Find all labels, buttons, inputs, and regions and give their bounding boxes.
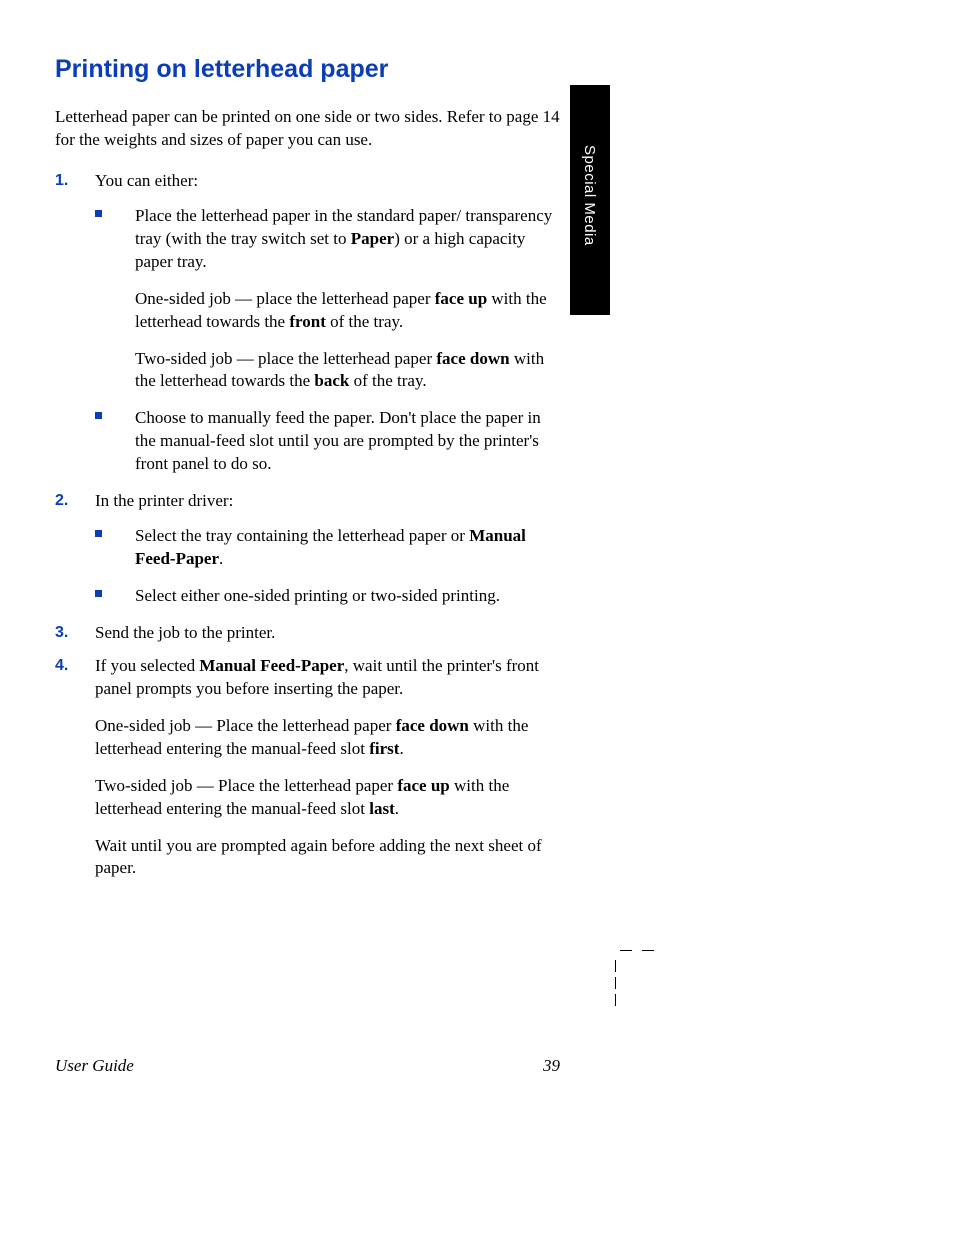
bold-text: first [369,739,399,758]
step-2-b1-text: Select the tray containing the letterhea… [135,526,526,568]
text: One-sided job — Place the letterhead pap… [95,716,396,735]
bold-text: face down [436,349,509,368]
step-2-bullet-1: Select the tray containing the letterhea… [95,525,565,571]
crop-marks-icon [615,950,675,1010]
step-1-b2-text: Choose to manually feed the paper. Don't… [135,408,541,473]
square-bullet-icon [95,412,102,419]
step-4-para2: One-sided job — Place the letterhead pap… [95,715,565,761]
square-bullet-icon [95,210,102,217]
square-bullet-icon [95,590,102,597]
step-1-bullets: Place the letterhead paper in the standa… [95,205,565,476]
text: of the tray. [349,371,426,390]
step-4: 4. If you selected Manual Feed-Paper, wa… [55,655,565,881]
intro-paragraph: Letterhead paper can be printed on one s… [55,106,565,152]
footer-right: 39 [543,1055,560,1078]
step-4-para4: Wait until you are prompted again before… [95,835,565,881]
step-1-b1-para3: Two-sided job — place the letterhead pap… [135,348,565,394]
text: of the tray. [326,312,403,331]
step-4-text: If you selected Manual Feed-Paper, wait … [95,655,565,701]
text: . [395,799,399,818]
step-1-b1-para2: One-sided job — place the letterhead pap… [135,288,565,334]
bold-text: face up [397,776,449,795]
footer-left: User Guide [55,1055,134,1078]
steps-list: 1. You can either: Place the letterhead … [55,170,565,881]
step-2: 2. In the printer driver: Select the tra… [55,490,565,608]
text: Two-sided job — Place the letterhead pap… [95,776,397,795]
text: One-sided job — place the letterhead pap… [135,289,435,308]
bold-text: face up [435,289,487,308]
bold-text: back [314,371,349,390]
step-1-bullet-2: Choose to manually feed the paper. Don't… [95,407,565,476]
step-3: 3. Send the job to the printer. [55,622,565,645]
step-2-number: 2. [55,490,68,512]
bold-text: Paper [351,229,394,248]
step-3-number: 3. [55,622,68,644]
side-tab-label: Special Media [570,85,598,246]
bold-text: front [289,312,326,331]
bold-text: face down [396,716,469,735]
step-3-text: Send the job to the printer. [95,622,565,645]
bold-text: Manual Feed-Paper [199,656,344,675]
step-1: 1. You can either: Place the letterhead … [55,170,565,476]
step-2-b2-text: Select either one-sided printing or two-… [135,586,500,605]
page-heading: Printing on letterhead paper [55,55,904,84]
text: . [219,549,223,568]
step-4-para3: Two-sided job — Place the letterhead pap… [95,775,565,821]
step-1-number: 1. [55,170,68,192]
step-2-text: In the printer driver: [95,490,565,513]
text: . [399,739,403,758]
footer: User Guide 39 [55,1055,560,1078]
step-2-bullets: Select the tray containing the letterhea… [95,525,565,608]
square-bullet-icon [95,530,102,537]
step-1-text: You can either: [95,170,565,193]
step-2-bullet-2: Select either one-sided printing or two-… [95,585,565,608]
bold-text: last [369,799,395,818]
step-4-number: 4. [55,655,68,677]
text: Two-sided job — place the letterhead pap… [135,349,436,368]
side-tab: Special Media [570,85,610,315]
text: If you selected [95,656,199,675]
page: Special Media Printing on letterhead pap… [0,0,954,1128]
content: Letterhead paper can be printed on one s… [55,106,565,1078]
text: Select the tray containing the letterhea… [135,526,469,545]
step-1-b1-line1: Place the letterhead paper in the standa… [135,206,552,271]
step-1-bullet-1: Place the letterhead paper in the standa… [95,205,565,394]
